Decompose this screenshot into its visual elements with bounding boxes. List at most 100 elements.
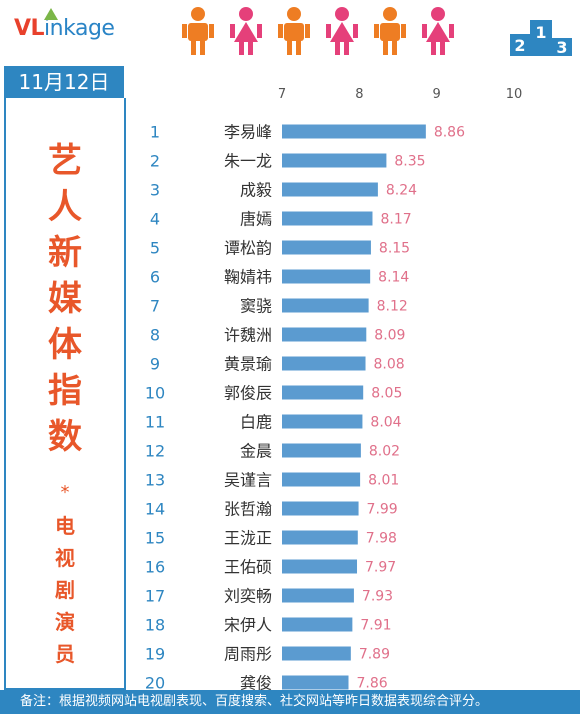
bar xyxy=(282,153,387,168)
rank-label: 10 xyxy=(145,384,165,403)
rank-label: 8 xyxy=(150,326,160,345)
side-title-char: 媒 xyxy=(48,279,82,319)
category-label: 李易峰 xyxy=(224,123,272,142)
rank-label: 16 xyxy=(145,558,165,577)
rank-label: 20 xyxy=(145,674,165,691)
category-label: 鞠婧祎 xyxy=(224,268,272,287)
bar xyxy=(282,530,358,545)
category-label: 黄景瑜 xyxy=(224,355,272,374)
value-label: 8.09 xyxy=(374,328,405,344)
rank-label: 3 xyxy=(150,181,160,200)
side-panel: 艺 人 新 媒 体 指 数 * 电 视 剧 演 员 xyxy=(4,98,126,690)
bar xyxy=(282,182,378,197)
value-label: 7.86 xyxy=(357,676,388,691)
category-label: 谭松韵 xyxy=(224,239,272,258)
bar xyxy=(282,501,359,516)
value-label: 7.99 xyxy=(367,502,398,518)
logo-suffix: inkage xyxy=(44,16,115,41)
logo-mark-icon xyxy=(44,8,58,20)
rank-label: 6 xyxy=(150,268,160,287)
person-icon xyxy=(374,7,406,55)
bar xyxy=(282,472,361,487)
bar xyxy=(282,356,366,371)
side-title-char: 指 xyxy=(48,371,82,411)
side-title-char: 艺 xyxy=(48,141,82,181)
side-title-char: 人 xyxy=(48,187,82,227)
x-tick-label: 10 xyxy=(506,87,523,102)
side-subtitle-char: 视 xyxy=(55,546,75,570)
value-label: 7.98 xyxy=(366,531,397,547)
side-title: 艺 人 新 媒 体 指 数 xyxy=(6,138,124,460)
value-label: 8.02 xyxy=(369,444,400,460)
footer-note: 备注：根据视频网站电视剧表现、百度搜索、社交网站等昨日数据表现综合评分。 xyxy=(0,690,580,714)
category-label: 许魏洲 xyxy=(224,326,272,345)
category-label: 郭俊辰 xyxy=(224,384,272,403)
category-label: 宋伊人 xyxy=(224,616,272,635)
people-icons xyxy=(182,7,454,55)
rank-label: 17 xyxy=(145,587,165,606)
podium-number: 2 xyxy=(514,36,525,55)
rank-label: 12 xyxy=(145,442,165,461)
podium-number: 1 xyxy=(535,23,546,42)
person-icon xyxy=(182,7,214,55)
bar xyxy=(282,588,354,603)
x-tick-label: 9 xyxy=(433,87,441,102)
value-label: 8.35 xyxy=(394,154,425,170)
side-subtitle-char: 电 xyxy=(55,514,75,538)
bar xyxy=(282,443,361,458)
vlinkage-logo: VLinkage xyxy=(14,16,115,41)
rank-label: 18 xyxy=(145,616,165,635)
bar xyxy=(282,124,426,139)
rank-label: 4 xyxy=(150,210,160,229)
rank-label: 5 xyxy=(150,239,160,258)
category-label: 窦骁 xyxy=(240,297,272,316)
side-title-char: 体 xyxy=(48,325,82,365)
bar xyxy=(282,617,353,632)
bar xyxy=(282,559,358,574)
value-label: 8.15 xyxy=(379,241,410,257)
rank-label: 11 xyxy=(145,413,165,432)
category-label: 龚俊 xyxy=(240,674,272,691)
x-tick-label: 7 xyxy=(278,87,286,102)
podium-number: 3 xyxy=(556,38,567,57)
value-label: 8.17 xyxy=(380,212,411,228)
bar xyxy=(282,298,369,313)
value-label: 7.89 xyxy=(359,647,390,663)
side-subtitle-char: 演 xyxy=(55,610,75,634)
rank-label: 19 xyxy=(145,645,165,664)
category-label: 吴谨言 xyxy=(224,471,272,490)
category-label: 唐嫣 xyxy=(240,210,272,229)
person-icon xyxy=(230,7,262,55)
bar xyxy=(282,385,364,400)
bar xyxy=(282,269,371,284)
value-label: 8.86 xyxy=(434,125,465,141)
person-icon xyxy=(422,7,454,55)
category-label: 王佑硕 xyxy=(224,558,272,577)
side-subtitle-char: 员 xyxy=(55,642,75,666)
category-label: 刘奕畅 xyxy=(224,587,272,606)
rank-label: 2 xyxy=(150,152,160,171)
value-label: 8.01 xyxy=(368,473,399,489)
bar xyxy=(282,240,371,255)
category-label: 白鹿 xyxy=(240,413,272,432)
bar xyxy=(282,675,349,690)
rank-label: 13 xyxy=(145,471,165,490)
category-label: 周雨彤 xyxy=(224,645,272,664)
side-title-char: 数 xyxy=(48,417,82,457)
logo-prefix: VL xyxy=(14,16,45,41)
value-label: 8.05 xyxy=(371,386,402,402)
bar xyxy=(282,327,367,342)
side-title-star: * xyxy=(60,482,70,503)
header: VLinkage 2 1 3 xyxy=(0,0,580,64)
podium-icon: 2 1 3 xyxy=(510,20,572,57)
side-title-char: 新 xyxy=(48,233,82,273)
bar-chart: 7 8 9 10 1 李易峰 8.86 2 朱一龙 8.35 3 成毅 8.24 4 唐嫣 8.17 5 谭松韵 8… xyxy=(145,87,523,691)
rank-label: 1 xyxy=(150,123,160,142)
value-label: 8.24 xyxy=(386,183,417,199)
date-label: 11月12日 xyxy=(4,66,124,98)
value-label: 7.93 xyxy=(362,589,393,605)
rank-label: 14 xyxy=(145,500,165,519)
value-label: 8.04 xyxy=(370,415,401,431)
category-label: 王泷正 xyxy=(224,529,272,548)
value-label: 7.97 xyxy=(365,560,396,576)
